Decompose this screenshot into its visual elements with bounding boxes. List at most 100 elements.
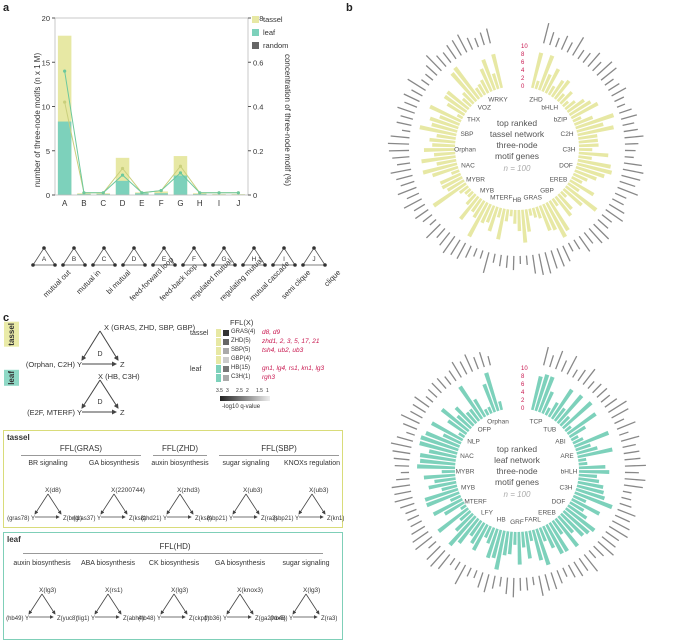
tassel-group-title: FFL(GRAS)	[59, 444, 103, 453]
tassel-mini-motif: X(2200744) (gras37) Y Z(ks8)	[73, 487, 146, 522]
leaf-motif-y: (E2F, MTERF) Y	[27, 408, 82, 417]
circos-bar	[542, 525, 556, 549]
circos-bar	[568, 425, 587, 439]
leaf-group-rule	[23, 553, 323, 554]
circos-bar	[429, 116, 459, 130]
gene-label-mark	[550, 572, 558, 590]
circos-bar	[569, 501, 585, 513]
circos-bar	[537, 55, 555, 91]
bar-leaf-A	[57, 121, 72, 195]
circos-bar	[428, 480, 457, 490]
circos-bar	[551, 519, 564, 535]
gene-label-mark	[491, 575, 496, 589]
circos-bar	[429, 104, 462, 123]
qvalue-tick: 1	[266, 388, 269, 394]
gene-label-mark	[532, 254, 537, 274]
gene-label-mark	[429, 219, 437, 226]
gene-label-mark	[426, 545, 441, 560]
circos-bar	[553, 79, 571, 100]
circos-bar	[485, 528, 499, 559]
gene-label-mark	[567, 242, 574, 252]
leaf-mini-z: Z(ra3)	[321, 616, 337, 622]
gene-label-mark	[428, 541, 437, 549]
circos-bar	[459, 195, 480, 221]
family-label-MYB: MYB	[461, 484, 475, 491]
gene-label-mark	[505, 577, 509, 595]
family-label-Orphan: Orphan	[454, 147, 476, 154]
circos-bar	[577, 125, 614, 137]
gene-label-mark	[390, 442, 412, 448]
gene-label-mark	[622, 443, 636, 448]
gene-label-mark	[619, 180, 636, 188]
motif-name-B: mutual in	[74, 268, 103, 296]
gene-label-mark	[402, 423, 418, 430]
gene-label-mark	[623, 128, 638, 133]
circos-bar	[465, 411, 478, 425]
gene-label-mark	[597, 541, 614, 556]
gene-label-mark	[604, 78, 614, 86]
tassel-mini-x: X(zhd3)	[177, 487, 200, 494]
circos-bar	[531, 529, 544, 561]
leaf-group-title: FFL(HD)	[159, 542, 191, 551]
circos-bar	[443, 94, 468, 114]
circos-bar	[578, 457, 587, 462]
circos-bar	[557, 515, 575, 534]
leaf-motif-x: X (HB, C3H)	[98, 372, 140, 381]
leaf-mini-z: Z(ga20ox5)	[255, 616, 286, 622]
leaf-mini-x: X(knox3)	[237, 587, 263, 594]
circos-bar	[571, 176, 583, 184]
circos-bar	[459, 510, 472, 522]
concentration-leaf-line-point	[159, 188, 163, 193]
svg-text:D: D	[132, 256, 137, 263]
circos-bar	[562, 510, 590, 535]
circos-bar	[572, 116, 582, 123]
circos-bar	[434, 477, 456, 484]
circos-bar	[437, 507, 470, 534]
legend-swatch-leaf	[252, 29, 259, 36]
circos-leaf-n: n = 100	[504, 490, 531, 499]
leaf-mini-x: X(lg3)	[303, 587, 320, 594]
leaf-mini-motif: X(lg3) (hb48) Y Z(ra3)	[270, 587, 337, 622]
gene-label-mark	[396, 174, 413, 181]
y2tick-label: 0	[253, 191, 257, 200]
family-label-GBP: GBP	[540, 187, 554, 194]
gene-label-mark	[421, 79, 430, 86]
family-label-bHLH: bHLH	[561, 469, 578, 476]
motif-icon-D: D	[121, 246, 147, 267]
tassel-mini-x: X(ub3)	[309, 487, 329, 494]
circos-bar	[456, 113, 464, 120]
circos-bar	[544, 407, 551, 416]
leaf-ffl-content: FFL(HD) auxin biosynthesis X(lg3) (hb49) Y Z…	[3, 532, 343, 640]
circos-bar	[554, 517, 580, 548]
tassel-mini-y: (zhd21) Y	[141, 516, 167, 522]
tassel-mini-x: X(2200744)	[111, 487, 145, 494]
legend-bar	[216, 374, 221, 382]
circos-bar	[465, 193, 477, 206]
circos-bar	[450, 72, 478, 103]
gene-label-mark	[444, 376, 452, 385]
gene-label-mark	[422, 214, 433, 223]
gene-label-mark	[396, 162, 411, 166]
gene-label-mark	[412, 403, 426, 414]
circos-bar	[431, 122, 458, 133]
gene-label-mark	[473, 570, 478, 579]
circos-tassel-center-4: motif genes	[495, 151, 539, 161]
gene-label-mark	[405, 508, 417, 515]
gene-label-mark	[394, 490, 412, 496]
circos-bar	[531, 207, 538, 218]
gene-label-mark	[611, 198, 624, 206]
concentration-tassel-line-point	[178, 164, 183, 168]
gene-label-mark	[573, 561, 584, 577]
circos-bar	[569, 179, 595, 197]
gene-label-mark	[459, 361, 468, 375]
leaf-mini-motif: X(rs1) (lig1) Y Z(abh4)	[76, 587, 144, 622]
legend-leaf: leaf	[263, 28, 276, 37]
circos-bar	[534, 374, 550, 412]
circos-bar	[531, 375, 543, 411]
circos-bar	[556, 93, 566, 103]
gene-label-mark	[466, 37, 474, 50]
legend-swatch-random	[252, 42, 259, 49]
legend-sq	[223, 375, 229, 381]
